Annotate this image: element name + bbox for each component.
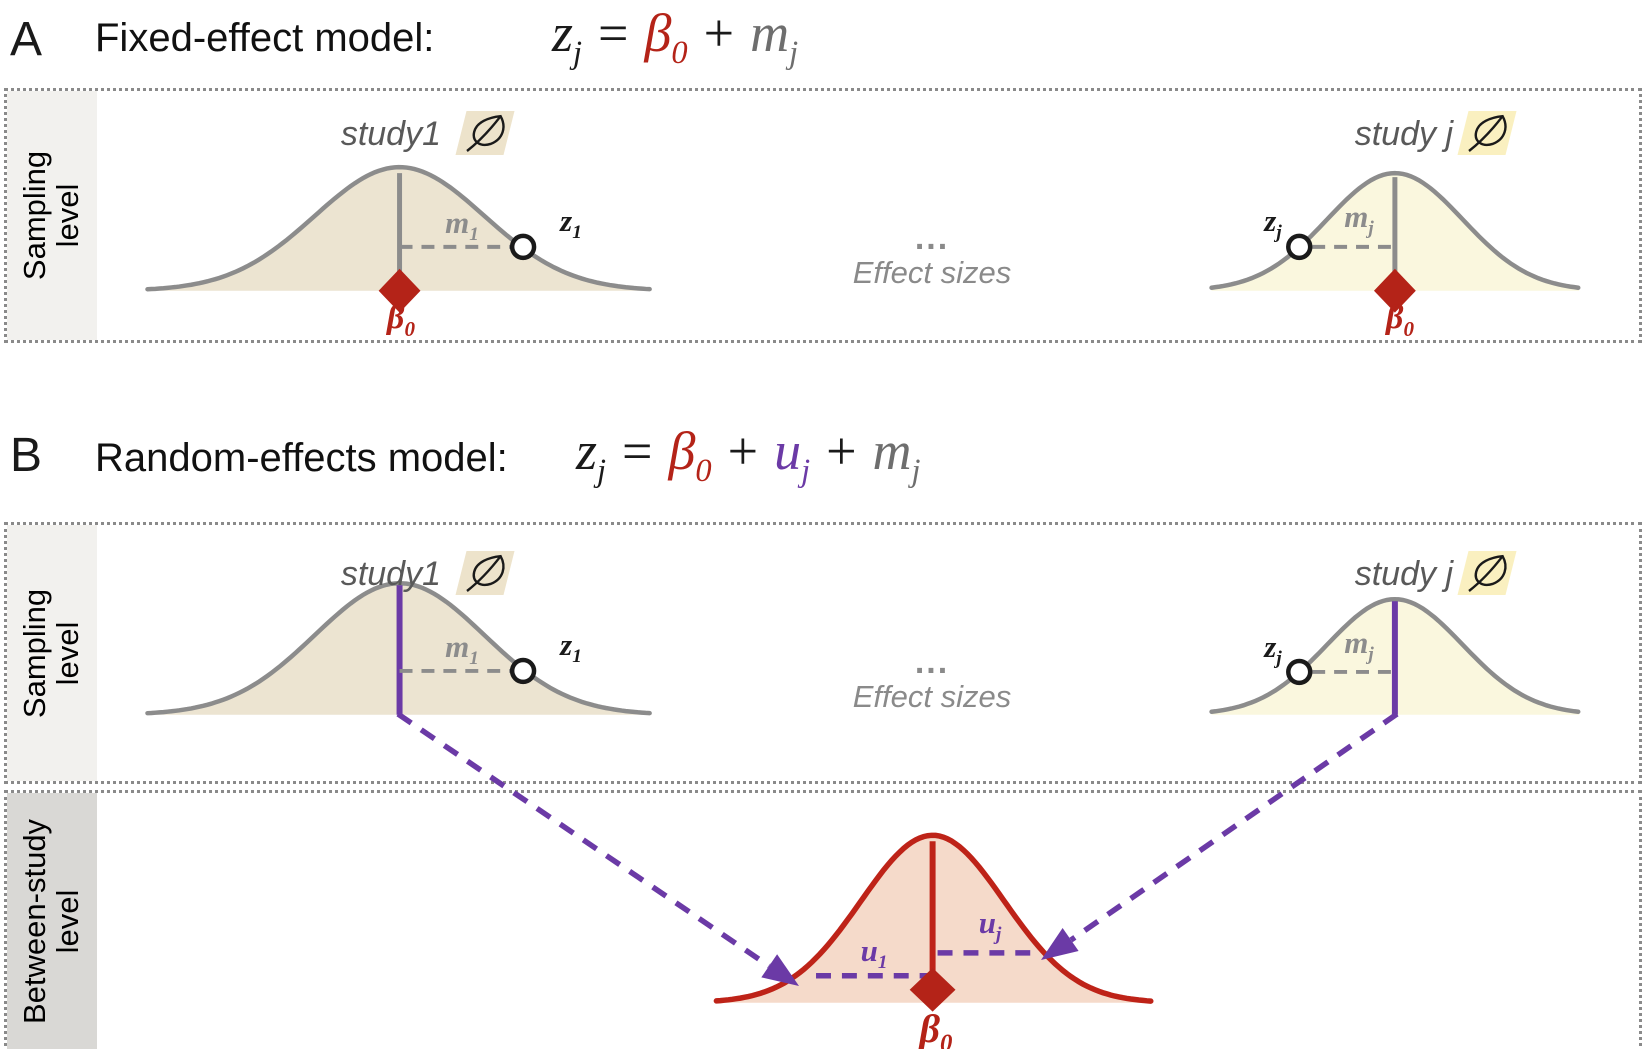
equation-term: β0	[668, 421, 712, 489]
between-study-strip: Between-study level	[7, 793, 97, 1049]
beta0-symbol-study1-a: β0	[387, 299, 415, 341]
equation-term: zj	[576, 421, 607, 489]
panel-a-equation: zj = β0 + mj	[552, 2, 798, 72]
between-study-canvas	[713, 832, 1154, 1012]
z1-point-b	[509, 657, 537, 685]
beta0-symbol-studyj-a: β0	[1386, 299, 1414, 341]
equation-term: uj	[774, 421, 811, 489]
zj-symbol-a: zj	[1264, 203, 1282, 244]
zj-point-b	[1286, 658, 1313, 686]
mj-symbol-b: mj	[1344, 625, 1374, 666]
sampling-level-strip-b: Sampling level	[7, 525, 97, 781]
equation-operator: +	[703, 3, 735, 63]
study1-label-a: study1	[340, 115, 441, 153]
leaf-icon-studyj-a	[1457, 109, 1517, 157]
zj-point-a	[1286, 233, 1313, 261]
equation-term: mj	[750, 3, 799, 71]
beta0-diamond-studyj-a	[1373, 268, 1416, 313]
leaf-glyph	[1468, 554, 1507, 592]
zj-symbol-b: zj	[1264, 629, 1282, 670]
z1-point-a	[509, 233, 537, 261]
u1-symbol: u1	[860, 933, 888, 974]
beta0-symbol-between: β0	[919, 1006, 953, 1049]
leaf-glyph	[466, 554, 505, 592]
uj-symbol: uj	[978, 905, 1002, 946]
panel-a-title: Fixed-effect model:	[95, 16, 435, 60]
leaf-icon-study1-a	[455, 109, 515, 157]
panel-b-sampling-box: Sampling level study1 m1 z1 ... Effect s…	[4, 522, 1642, 784]
leaf-glyph	[1468, 114, 1507, 152]
ellipsis-a: ...	[914, 219, 950, 257]
equation-term: mj	[872, 421, 921, 489]
effect-sizes-label-a: Effect sizes	[852, 255, 1012, 290]
z1-symbol-b: z1	[560, 627, 582, 668]
beta0-diamond-between	[909, 967, 956, 1012]
panel-a-sampling-box: Sampling level study1 m1 z1 β0	[4, 88, 1642, 343]
equation-operator: =	[598, 3, 629, 63]
study1-label-b: study1	[340, 555, 441, 593]
equation-operator: +	[826, 421, 857, 481]
ellipsis-b: ...	[914, 643, 950, 681]
equation-operator: =	[622, 421, 653, 481]
sampling-level-strip-a: Sampling level	[7, 91, 97, 340]
m1-symbol-b: m1	[445, 629, 479, 670]
beta0-diamond-study1-a	[378, 268, 421, 313]
z1-symbol-a: z1	[560, 203, 582, 244]
leaf-icon-study1-b	[455, 549, 515, 597]
effect-sizes-label-b: Effect sizes	[852, 679, 1012, 714]
m1-symbol-a: m1	[445, 205, 479, 246]
equation-operator: +	[727, 421, 759, 481]
equation-term: β0	[644, 3, 688, 71]
sampling-b-canvas	[145, 581, 1581, 716]
leaf-icon-studyj-b	[1457, 549, 1517, 597]
panel-b-title: Random-effects model:	[95, 436, 508, 480]
panel-b-letter: B	[10, 429, 43, 482]
panel-b-equation: zj = β0 + uj + mj	[576, 420, 921, 490]
equation-term: zj	[552, 3, 583, 71]
mj-symbol-a: mj	[1344, 199, 1374, 240]
sampling-a-canvas	[145, 164, 1581, 313]
between-study-box: Between-study level u1 uj β0	[4, 790, 1642, 1049]
studyj-label-a: study j	[1354, 115, 1453, 153]
leaf-glyph	[466, 114, 505, 152]
studyj-label-b: study j	[1354, 555, 1453, 593]
panel-a-letter: A	[10, 13, 43, 66]
